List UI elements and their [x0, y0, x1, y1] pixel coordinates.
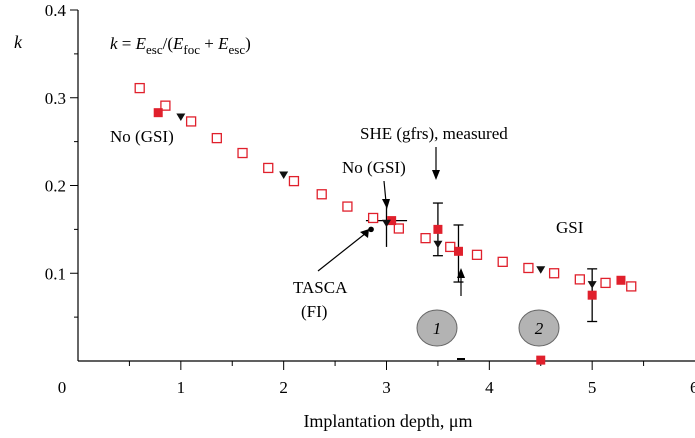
data-point-open-square — [626, 281, 637, 292]
x-axis-title: Implantation depth, μm — [303, 411, 472, 431]
data-point-open-square — [393, 223, 404, 234]
data-point-open-square — [497, 256, 508, 267]
x-tick-label: 5 — [588, 378, 597, 397]
annotation-gsi: GSI — [556, 218, 584, 237]
formula: k = Eesc/(Efoc + Eesc) — [110, 34, 251, 57]
she-arrowhead — [432, 170, 440, 180]
y-axis-title: k — [14, 32, 23, 52]
bubble-2-label: 2 — [535, 319, 544, 338]
x-tick-label: 2 — [279, 378, 288, 397]
data-point-triangle — [382, 219, 391, 228]
data-point-open-square — [237, 147, 248, 159]
no-gsi-mid-arrow — [383, 180, 387, 203]
y-tick-label: 0.4 — [45, 1, 67, 20]
data-point-open-square — [367, 212, 379, 224]
tasca-arrowhead — [360, 229, 369, 238]
x-edge-label: 6 — [690, 378, 695, 397]
data-point-open-square — [134, 82, 145, 94]
x-tick-label: 4 — [485, 378, 494, 397]
data-point-open-square — [420, 232, 431, 244]
data-point-triangle — [279, 171, 289, 179]
data-point-open-square — [316, 189, 327, 200]
up-arrowhead — [457, 268, 465, 278]
data-point-open-square — [342, 201, 353, 212]
data-point-filled-square — [587, 290, 597, 300]
tasca-point — [368, 226, 374, 233]
data-point-open-square — [600, 277, 611, 289]
data-point-open-square — [574, 274, 585, 285]
data-point-open-square — [445, 241, 456, 253]
marks — [134, 82, 637, 365]
annotation-fi: (FI) — [301, 302, 327, 321]
data-point-triangle — [587, 281, 597, 289]
bubble-1: 1 — [416, 309, 458, 347]
x-tick-label: 1 — [177, 378, 186, 397]
data-point-filled-square — [453, 246, 463, 256]
ticks — [70, 9, 645, 370]
data-point-open-square — [288, 175, 300, 187]
annotation-arrows — [317, 147, 465, 296]
data-point-open-square — [523, 262, 534, 274]
data-point-open-square — [548, 268, 560, 279]
data-point-filled-square — [536, 355, 546, 365]
x-tick-label: 0 — [58, 378, 67, 397]
bubble-1-label: 1 — [433, 319, 442, 338]
annotation-she: SHE (gfrs), measured — [360, 124, 508, 143]
data-point-open-square — [211, 132, 222, 144]
y-tick-label: 0.1 — [45, 264, 66, 283]
data-point-open-square — [263, 162, 274, 174]
y-tick-label: 0.2 — [45, 177, 66, 196]
tick-labels: 0 1 2 3 4 5 0.1 0.2 0.3 0.4 — [45, 1, 597, 397]
bubble-2: 2 — [518, 309, 560, 347]
data-point-filled-square — [153, 108, 163, 118]
data-point-triangle — [536, 266, 546, 274]
data-point-filled-square — [387, 216, 397, 226]
y-tick-label: 0.3 — [45, 89, 66, 108]
data-point-open-square — [160, 100, 171, 111]
data-point-triangle — [433, 240, 443, 249]
data-point-open-square — [185, 116, 197, 127]
annotation-no-gsi-mid: No (GSI) — [342, 158, 406, 177]
data-point-triangle — [176, 113, 186, 122]
no-gsi-mid-arrowhead — [382, 199, 390, 209]
x-tick-label: 3 — [382, 378, 391, 397]
data-point-filled-square — [616, 275, 626, 285]
tasca-arrow — [317, 232, 367, 272]
data-point-open-square — [471, 249, 483, 260]
annotation-tasca: TASCA — [293, 278, 348, 297]
data-point-filled-square — [433, 224, 443, 234]
annotation-no-gsi-left: No (GSI) — [110, 127, 174, 146]
